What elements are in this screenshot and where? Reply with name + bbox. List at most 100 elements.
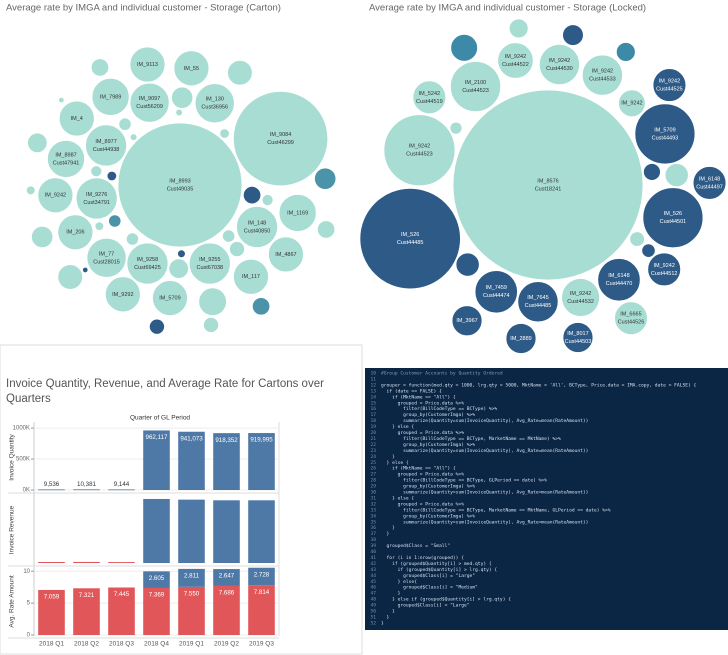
code-line: grouped = Price.data %>% (381, 430, 464, 436)
line-number: 30 (370, 490, 376, 496)
code-line: } (381, 614, 390, 620)
bubble (173, 50, 210, 87)
bubble-label: IM_526 (664, 211, 682, 217)
line-number: 25 (370, 460, 376, 466)
value-label: 10,381 (77, 481, 96, 488)
bubble (452, 89, 644, 281)
line-number: 11 (370, 376, 376, 382)
bubble (177, 249, 186, 259)
bubble (505, 323, 537, 354)
bubble (233, 258, 269, 295)
bubble-label: IM_8993 (169, 178, 190, 184)
bubble (219, 128, 230, 139)
bubble-customer: Cust44523 (406, 152, 433, 158)
code-panel (365, 368, 728, 630)
bubble-label: IM_7989 (100, 94, 121, 100)
code-line: summarize(Quantity=sum(InvoiceQuantity),… (381, 490, 588, 496)
bubble (31, 225, 54, 249)
bubble (474, 270, 518, 314)
bar (108, 489, 135, 491)
bubble-customer: Cust44470 (606, 281, 633, 287)
bubble-label: IM_6148 (699, 176, 720, 182)
bubble (236, 206, 279, 248)
code-line: } (381, 454, 395, 460)
bar (38, 562, 65, 563)
bubble-label: IM_9276 (86, 192, 107, 198)
code-line: group_by(CustomerImga) %>% (381, 513, 475, 519)
bubble-customer: Cust47941 (53, 160, 80, 166)
bar (38, 489, 65, 491)
value-label: 962,117 (146, 434, 168, 441)
bubble-label: IM_4867 (275, 252, 296, 258)
bubble-label: IM_130 (206, 97, 224, 103)
line-number: 36 (370, 525, 376, 531)
bubble-label: IM_117 (242, 274, 260, 280)
bubble (129, 133, 138, 141)
bubble (94, 221, 105, 231)
bubble (581, 54, 623, 96)
code-line: grouped$Class = "Small" (381, 543, 450, 549)
bubble (561, 278, 600, 317)
y-tick-label: 1000K (13, 426, 30, 432)
code-line: grouped$Class[i] = "Large" (381, 573, 475, 579)
code-line: if (grouped$Quantity[i] > med.qty) { (381, 561, 492, 567)
bubble (450, 61, 502, 113)
bubble-customer: Cust44523 (462, 88, 489, 94)
chart-title: Average rate by IMGA and individual cust… (6, 3, 281, 14)
bubble (75, 177, 118, 220)
code-line: summarize(Quantity=sum(InvoiceQuantity),… (381, 418, 588, 424)
line-number: 38 (370, 537, 376, 543)
value-label: 919,995 (250, 437, 273, 444)
bar (178, 499, 205, 563)
line-number: 52 (370, 620, 376, 626)
bubble (90, 165, 103, 178)
bubble-label: IM_9242 (549, 58, 570, 64)
bubble-customer: Cust44522 (502, 62, 529, 68)
line-number: 35 (370, 519, 376, 525)
bubble (316, 220, 336, 239)
bubble-label: IM_9242 (659, 79, 680, 85)
line-number: 14 (370, 394, 376, 400)
code-line: group_by(CustomerImga) %>% (381, 442, 475, 448)
bubble-label: IM_9242 (621, 101, 642, 107)
code-line: grouped = Price.data %>% (381, 501, 464, 507)
bubble (104, 276, 141, 313)
bubble (175, 108, 183, 117)
line-number: 33 (370, 507, 376, 513)
bubble-label: IM_2100 (465, 80, 486, 86)
bubble (85, 124, 128, 167)
bubble (652, 68, 687, 102)
bubble-label: IM_6665 (620, 312, 641, 318)
bubble-label: IM_9242 (505, 54, 526, 60)
bubble (203, 316, 220, 333)
code-line: } else { (381, 495, 414, 501)
bar (248, 567, 275, 586)
bubble-customer: Cust44519 (416, 99, 443, 105)
code-line: } else if (grouped$Quantity[i] > lrg.qty… (381, 597, 511, 603)
bar (38, 589, 65, 635)
bubble-label: IM_9258 (137, 257, 158, 263)
line-number: 39 (370, 543, 376, 549)
bubble (642, 187, 704, 249)
bubble-label: IM_8576 (537, 178, 558, 184)
code-line: filter(BillCodeType == BCType, GLPeriod … (381, 478, 547, 484)
bar (178, 568, 205, 587)
bubble (497, 42, 534, 79)
bubble-customer: Cust34791 (83, 200, 110, 206)
chart-title: Invoice Quantity, Revenue, and Average R… (6, 378, 324, 405)
bubble (118, 117, 132, 131)
code-line: if (date == FALSE) { (381, 388, 442, 394)
line-number: 45 (370, 579, 376, 585)
bubble (647, 252, 682, 287)
line-number: 42 (370, 561, 376, 567)
bubble-label: IM_9097 (139, 96, 160, 102)
y-tick-label: 0 (27, 633, 31, 639)
bubble-customer: Cust56209 (136, 104, 163, 110)
bubble-label: IM_8977 (95, 139, 116, 145)
bubble (618, 89, 646, 118)
line-number: 13 (370, 388, 376, 394)
bubble (82, 266, 89, 274)
line-number: 17 (370, 412, 376, 418)
bubble-customer: Cust40850 (244, 228, 271, 234)
